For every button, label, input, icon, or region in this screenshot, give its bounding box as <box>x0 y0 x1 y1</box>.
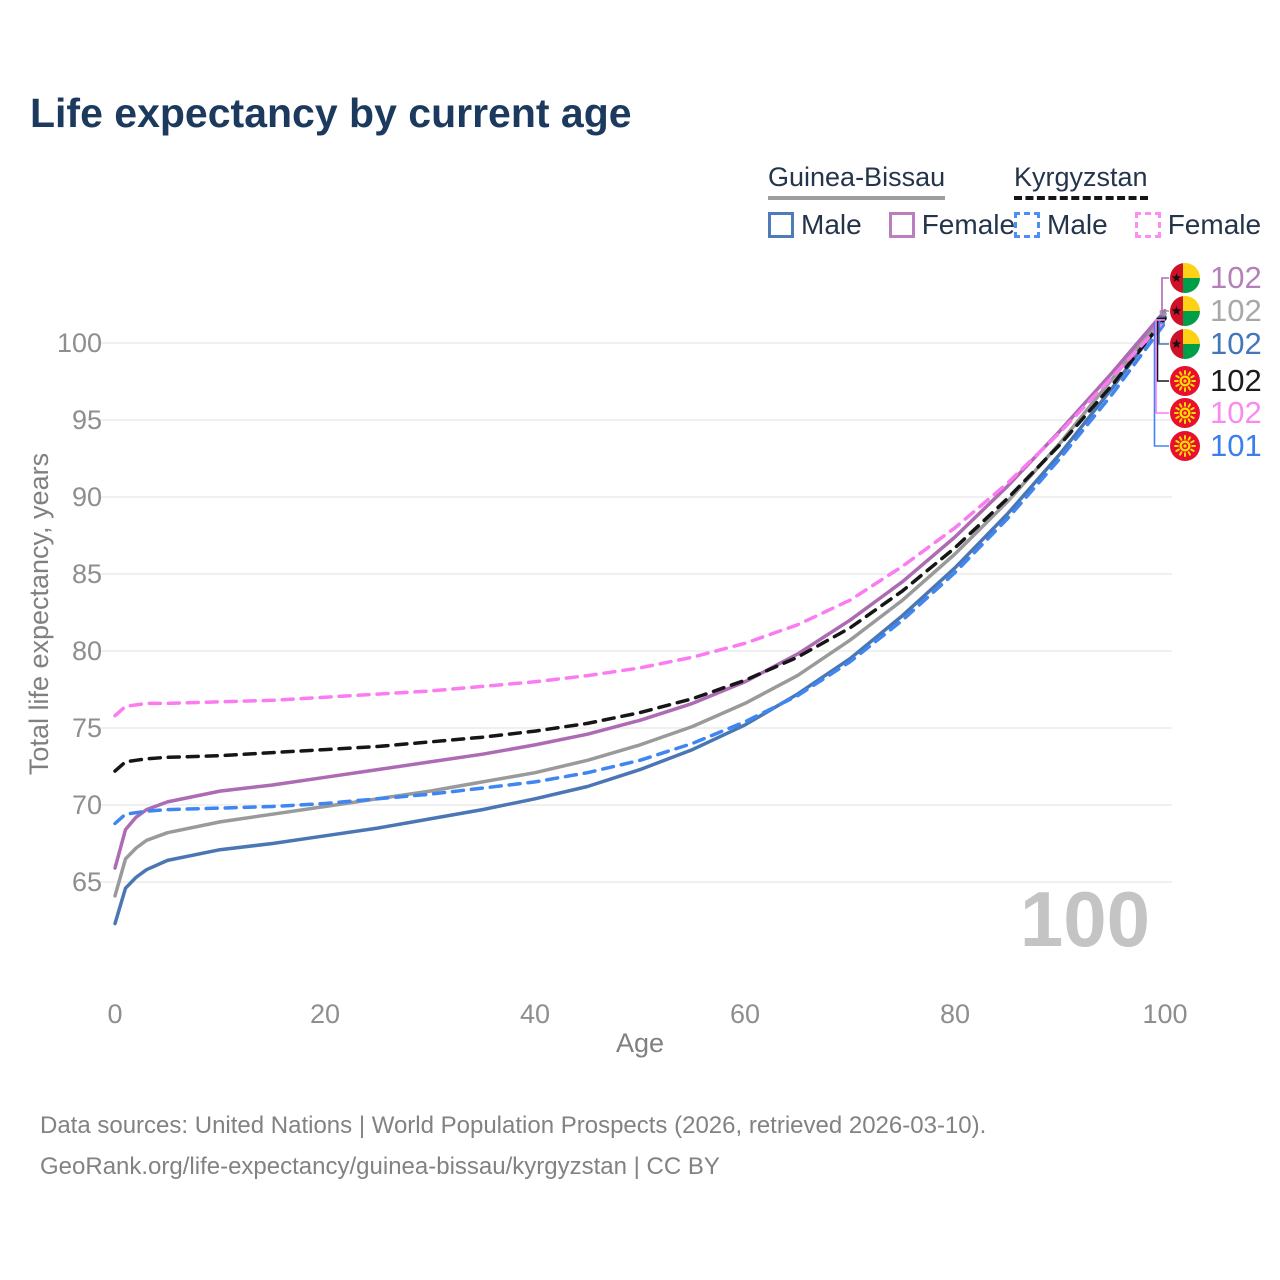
x-tick-label-0: 0 <box>107 999 122 1029</box>
y-tick-label-100: 100 <box>57 328 102 358</box>
age-watermark: 100 <box>1020 875 1150 963</box>
y-tick-label-70: 70 <box>72 790 102 820</box>
series-line-guinea-bissau-male <box>113 315 1167 926</box>
female-solid-line-swatch-icon <box>888 212 915 238</box>
label-connector-0 <box>1161 277 1169 312</box>
series-line-kyrgyzstan-male <box>113 321 1167 826</box>
end-value-label-kyrgyzstan-female: 102 <box>1210 395 1262 430</box>
y-tick-label-75: 75 <box>72 713 102 743</box>
label-connector-4 <box>1155 319 1169 414</box>
end-value-label-kyrgyzstan-male: 101 <box>1210 428 1262 463</box>
x-tick-label-40: 40 <box>520 999 550 1029</box>
x-tick-label-100: 100 <box>1142 999 1187 1029</box>
female-dashed-line-swatch-icon <box>1134 212 1161 238</box>
y-axis-title: Total life expectancy, years <box>24 453 54 775</box>
series-line-guinea-bissau-both-sexes <box>113 311 1167 898</box>
y-tick-label-95: 95 <box>72 405 102 435</box>
legend-label: Female <box>1167 209 1262 240</box>
x-tick-label-60: 60 <box>730 999 760 1029</box>
legend-country-guinea-bissau[interactable]: Guinea-Bissau <box>768 162 946 200</box>
legend-label: Male <box>1047 209 1108 240</box>
y-tick-label-85: 85 <box>72 559 102 589</box>
x-axis-title: Age <box>616 1028 664 1058</box>
label-connector-2 <box>1158 315 1169 345</box>
legend-item-kyrgyzstan-male[interactable]: Male <box>1014 211 1108 239</box>
kyrgyzstan-flag-icon <box>1170 398 1200 428</box>
x-tick-label-80: 80 <box>940 999 970 1029</box>
legend-label: Male <box>801 209 862 240</box>
legend-item-kyrgyzstan-female[interactable]: Female <box>1134 209 1262 240</box>
end-value-label-guinea-bissau-male: 102 <box>1210 326 1262 361</box>
end-value-label-guinea-bissau-both-sexes: 102 <box>1210 293 1262 328</box>
legend-label: Female <box>921 209 1016 240</box>
x-tick-label-20: 20 <box>310 999 340 1029</box>
y-tick-label-80: 80 <box>72 636 102 666</box>
end-value-label-guinea-bissau-female: 102 <box>1210 260 1262 295</box>
y-tick-label-65: 65 <box>72 867 102 897</box>
male-solid-line-swatch-icon <box>768 212 794 238</box>
legend-group-guinea-bissau: Guinea-Bissau Male Female <box>768 162 1015 239</box>
end-value-label-kyrgyzstan-both-sexes: 102 <box>1210 363 1262 398</box>
guinea-bissau-flag-icon <box>1170 263 1200 293</box>
legend-item-guinea-bissau-male[interactable]: Male <box>768 211 862 239</box>
chart-legend: Guinea-Bissau Male Female Kyrgyzstan Mal… <box>0 0 1280 250</box>
kyrgyzstan-flag-icon <box>1170 431 1200 461</box>
label-connector-5 <box>1153 322 1169 447</box>
label-connector-3 <box>1156 317 1169 382</box>
legend-group-kyrgyzstan: Kyrgyzstan Male Female <box>1014 162 1261 239</box>
legend-country-kyrgyzstan[interactable]: Kyrgyzstan <box>1014 162 1148 200</box>
series-line-guinea-bissau-female <box>113 308 1167 870</box>
male-dashed-line-swatch-icon <box>1014 212 1040 238</box>
kyrgyzstan-flag-icon <box>1170 366 1200 396</box>
guinea-bissau-flag-icon <box>1170 296 1200 326</box>
series-line-kyrgyzstan-both-sexes <box>113 316 1167 773</box>
data-source-footer: Data sources: United Nations | World Pop… <box>40 1105 986 1187</box>
y-tick-label-90: 90 <box>72 482 102 512</box>
legend-item-guinea-bissau-female[interactable]: Female <box>888 209 1016 240</box>
guinea-bissau-flag-icon <box>1170 329 1200 359</box>
attribution-line: GeoRank.org/life-expectancy/guinea-bissa… <box>40 1153 720 1180</box>
data-source-line: Data sources: United Nations | World Pop… <box>40 1112 987 1139</box>
page-title: Life expectancy by current age <box>30 90 632 136</box>
